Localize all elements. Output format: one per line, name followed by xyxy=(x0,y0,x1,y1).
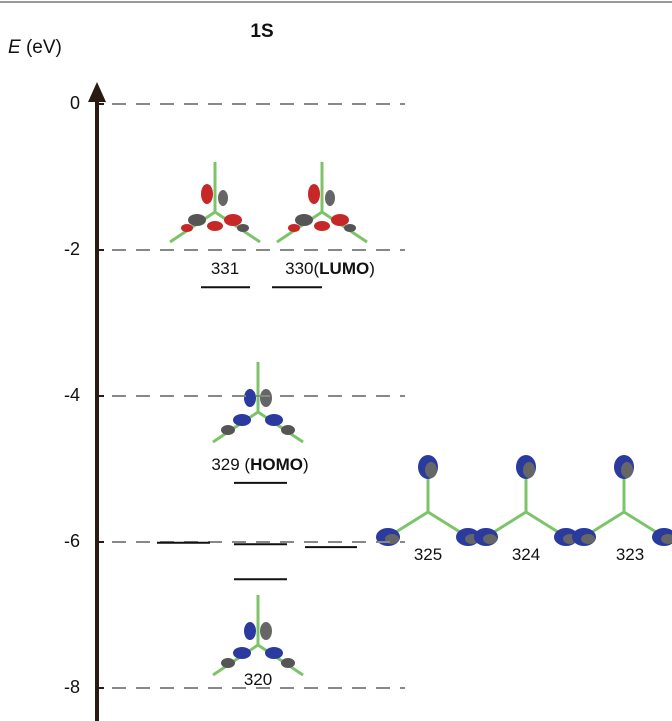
level-label-part: LUMO xyxy=(319,259,369,278)
level-label: 320 xyxy=(244,670,272,689)
orbital-image xyxy=(474,455,578,546)
level-label-part: 331 xyxy=(211,259,239,278)
level-label-part: 323 xyxy=(616,545,644,564)
chart: 1S E (eV) 0-2-4-6-8331330(LUMO)329 (HOMO… xyxy=(0,0,672,721)
level-label-part: ) xyxy=(369,259,375,278)
level-label: 330(LUMO) xyxy=(285,259,375,278)
level-label: 331 xyxy=(211,259,239,278)
y-tick-label: -4 xyxy=(64,385,80,405)
level-label-part: 330( xyxy=(285,259,319,278)
orbital-image xyxy=(376,455,480,546)
level-label: 329 (HOMO) xyxy=(211,455,308,474)
orbital-image xyxy=(277,162,367,242)
level-label-part: 320 xyxy=(244,670,272,689)
level-label-part: 329 ( xyxy=(211,455,250,474)
y-axis-label-symbol: E xyxy=(8,37,21,58)
y-axis-label-unit: (eV) xyxy=(21,37,62,58)
y-tick-label: -2 xyxy=(64,239,80,259)
orbital-image xyxy=(213,595,303,675)
y-axis-label: E (eV) xyxy=(8,37,62,58)
chart-title: 1S xyxy=(250,21,273,42)
y-tick-label: 0 xyxy=(70,93,80,113)
level-label-part: 324 xyxy=(512,545,540,564)
orbital-image xyxy=(170,162,260,242)
y-tick-label: -8 xyxy=(64,677,80,697)
y-tick-label: -6 xyxy=(64,531,80,551)
level-label-part: HOMO xyxy=(250,455,303,474)
orbital-image xyxy=(213,362,303,442)
y-axis-arrow xyxy=(88,82,106,102)
level-label: 323 xyxy=(616,545,644,564)
orbital-image xyxy=(572,455,672,546)
level-label: 325 xyxy=(414,545,442,564)
level-label-part: 325 xyxy=(414,545,442,564)
level-label: 324 xyxy=(512,545,540,564)
level-label-part: ) xyxy=(303,455,309,474)
